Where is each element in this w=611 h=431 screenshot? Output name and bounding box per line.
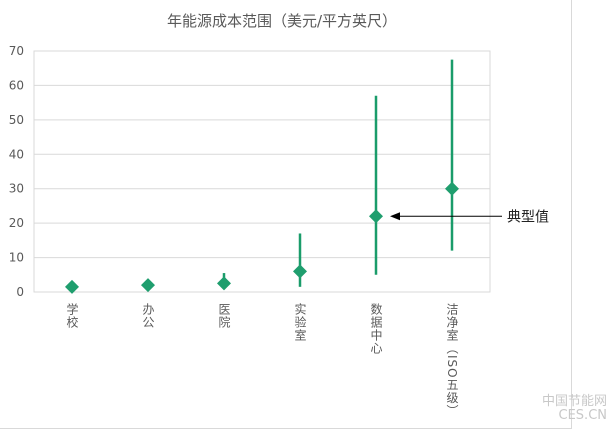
y-tick-label: 30 [9,182,24,196]
y-tick-label: 40 [9,147,24,161]
x-tick-label: 办公 [141,302,155,329]
watermark-line2: CES.CN [558,408,607,423]
watermark-line1: 中国节能网 [541,394,607,409]
x-tick-label: 实验室 [293,302,307,342]
y-tick-label: 20 [9,216,24,230]
typical-marker [217,276,231,291]
annotation-label: 典型值 [507,209,549,225]
typical-marker [65,279,79,294]
typical-marker [445,181,459,196]
watermark-logo: 中国节能网 CES.CN [542,395,607,423]
chart-title: 年能源成本范围（美元/平方英尺） [167,12,397,30]
y-tick-label: 50 [9,113,24,127]
y-tick-label: 70 [9,44,24,58]
typical-marker [293,264,307,279]
chart-frame [0,0,572,429]
typical-marker [369,209,383,224]
x-tick-label: 医院 [217,303,231,329]
x-tick-label: 学校 [65,302,79,329]
x-tick-label: 数据中心 [369,302,383,355]
y-tick-label: 0 [16,285,24,299]
y-tick-label: 60 [9,78,24,92]
x-tick-label: 洁净室（ISO五级） [445,303,459,418]
annotation-arrowhead [390,212,400,221]
y-tick-label: 10 [9,251,24,265]
typical-marker [141,278,155,293]
plot-area-border [33,50,491,293]
